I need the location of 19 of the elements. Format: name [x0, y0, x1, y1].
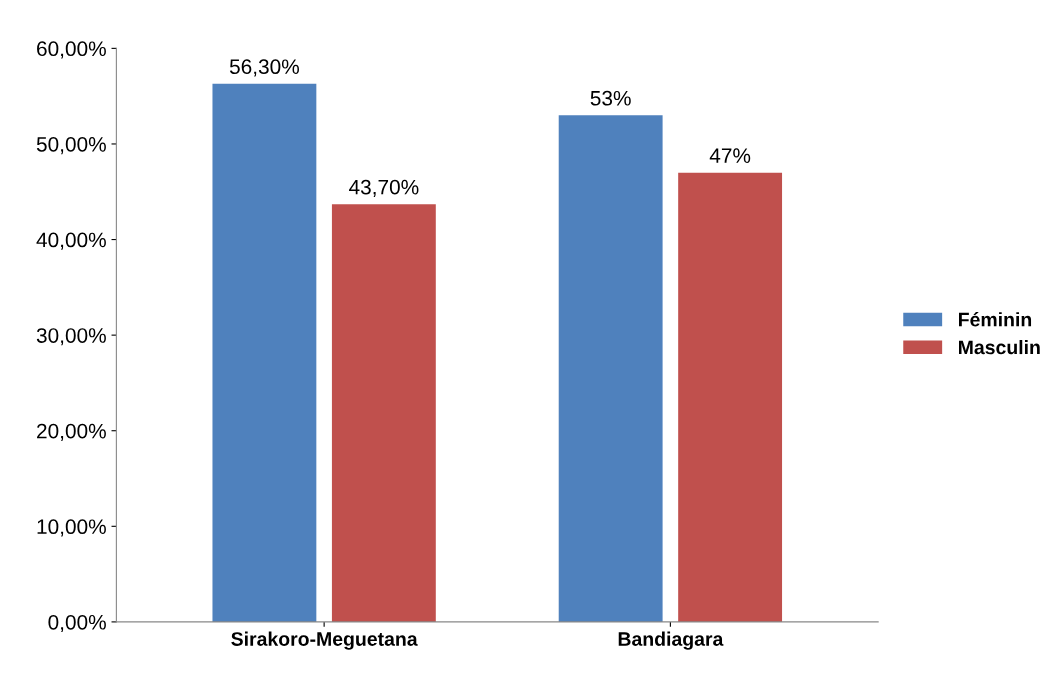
y-tick-label: 20,00%: [37, 423, 106, 441]
bar: [331, 204, 436, 622]
x-tick-label: Bandiagara: [618, 631, 724, 650]
data-label: 56,30%: [229, 59, 299, 77]
x-tick-label: Sirakoro-Meguetana: [231, 631, 418, 650]
y-tick-label: 60,00%: [37, 41, 106, 59]
data-label: 53%: [590, 90, 631, 106]
legend-label: Masculin: [959, 340, 1040, 355]
data-label: 43,70%: [349, 179, 419, 197]
y-tick-label: 40,00%: [36, 232, 106, 250]
y-tick-label: 30,00%: [36, 328, 106, 346]
legend-label: Féminin: [959, 311, 1032, 327]
y-tick-label: 0,00%: [48, 614, 106, 633]
bar: [558, 115, 663, 622]
data-label: 47%: [709, 148, 751, 163]
y-tick-label: 50,00%: [36, 136, 106, 155]
y-tick-label: 10,00%: [37, 519, 106, 537]
bar: [212, 83, 317, 622]
bar: [678, 172, 783, 622]
